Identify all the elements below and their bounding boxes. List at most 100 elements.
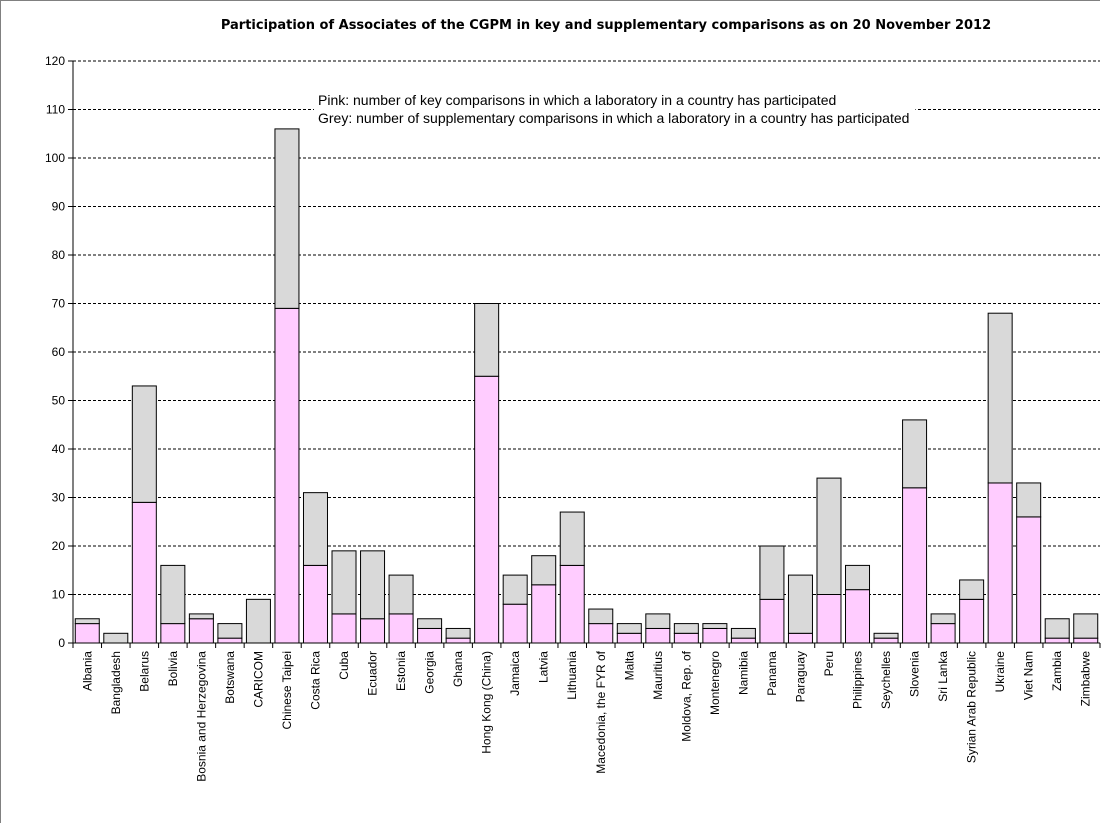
bar-key-10 [360, 618, 386, 644]
bar-key-5 [217, 637, 243, 644]
bar-key-3 [160, 623, 186, 644]
bar-supplementary-13 [445, 627, 471, 639]
bar-key-8 [302, 564, 328, 644]
bar-supplementary-10 [360, 550, 386, 620]
y-tick-label: 20 [52, 539, 66, 553]
bar-supplementary-24 [759, 545, 785, 600]
bar-supplementary-9 [331, 550, 357, 615]
y-tick-label: 70 [52, 297, 66, 311]
category-label: Syrian Arab Republic [965, 651, 979, 763]
bar-supplementary-12 [417, 618, 443, 629]
bar-supplementary-27 [845, 564, 871, 591]
category-label: Bangladesh [109, 651, 123, 714]
y-tick-label: 80 [52, 248, 66, 262]
category-label: Sri Lanka [936, 651, 950, 702]
bar-key-2 [131, 501, 157, 644]
bar-supplementary-22 [702, 623, 728, 629]
legend-entry-key: Pink: number of key comparisons in which… [318, 92, 836, 108]
bar-supplementary-33 [1016, 482, 1042, 518]
bar-key-31 [959, 598, 985, 644]
bar-key-28 [873, 637, 899, 644]
bar-supplementary-17 [559, 511, 585, 566]
bar-supplementary-11 [388, 574, 414, 615]
bar-key-34 [1044, 637, 1070, 644]
bar-supplementary-8 [302, 492, 328, 566]
bar-supplementary-19 [616, 623, 642, 634]
bar-supplementary-21 [673, 623, 699, 634]
category-label: Jamaica [508, 651, 522, 696]
bar-key-23 [730, 637, 756, 644]
bar-supplementary-20 [645, 613, 671, 629]
bar-supplementary-14 [474, 303, 500, 377]
bar-key-20 [645, 627, 671, 644]
category-label: Ecuador [366, 651, 380, 696]
bar-key-16 [531, 584, 557, 644]
category-label: Malta [622, 651, 636, 681]
bar-supplementary-28 [873, 632, 899, 639]
category-label: Moldova, Rep. of [679, 650, 693, 741]
bar-key-11 [388, 613, 414, 644]
legend-background [314, 91, 916, 129]
bar-key-0 [74, 623, 100, 644]
bar-supplementary-23 [730, 627, 756, 639]
category-label: Belarus [137, 651, 151, 692]
category-label: Ghana [451, 651, 465, 687]
bar-key-15 [502, 603, 528, 644]
bar-supplementary-2 [131, 385, 157, 503]
category-labels: Albania Bangladesh Belarus Bolivia Bosnia an… [80, 650, 1092, 781]
category-label: Bosnia and Herzegovina [194, 651, 208, 782]
category-label: Peru [822, 651, 836, 676]
bar-supplementary-32 [987, 312, 1013, 484]
bar-key-9 [331, 613, 357, 644]
bar-supplementary-16 [531, 555, 557, 586]
category-label: Albania [80, 651, 94, 691]
category-label: Ukraine [993, 651, 1007, 693]
bar-key-30 [930, 623, 956, 644]
chart-title: Participation of Associates of the CGPM … [220, 18, 992, 33]
bar-key-13 [445, 637, 471, 644]
category-label: Paraguay [793, 651, 807, 702]
bar-supplementary-3 [160, 564, 186, 625]
y-tick-label: 10 [52, 588, 66, 602]
bar-key-19 [616, 632, 642, 644]
axes: 0 10 20 30 40 50 60 70 80 90 100 110 120 [45, 54, 1101, 650]
bar-key-17 [559, 564, 585, 644]
y-tick-label: 0 [58, 636, 65, 650]
bar-key-18 [588, 623, 614, 644]
y-tick-label: 30 [52, 491, 66, 505]
category-label: Zambia [1050, 651, 1064, 691]
category-label: Bolivia [166, 651, 180, 687]
bar-key-14 [474, 375, 500, 644]
bar-supplementary-6 [245, 598, 271, 644]
bar-key-25 [787, 632, 813, 644]
y-tick-label: 40 [52, 442, 66, 456]
category-label: CARICOM [251, 651, 265, 708]
bar-key-24 [759, 598, 785, 644]
bar-supplementary-4 [188, 613, 214, 620]
bar-supplementary-26 [816, 477, 842, 596]
y-tick-label: 100 [45, 151, 65, 165]
category-label: Mauritius [651, 651, 665, 700]
y-tick-label: 50 [52, 394, 66, 408]
bar-key-12 [417, 627, 443, 644]
category-label: Slovenia [908, 651, 922, 697]
legend-entry-supplementary: Grey: number of supplementary comparison… [318, 110, 909, 126]
category-label: Zimbabwe [1079, 651, 1093, 707]
category-label: Latvia [537, 651, 551, 683]
bar-key-32 [987, 482, 1013, 644]
bar-key-33 [1016, 516, 1042, 644]
bar-supplementary-7 [274, 128, 300, 309]
y-tick-label: 90 [52, 200, 66, 214]
bar-supplementary-29 [902, 419, 928, 489]
category-label: Cuba [337, 651, 351, 680]
category-label: Chinese Taipei [280, 651, 294, 730]
bar-supplementary-34 [1044, 618, 1070, 639]
legend: Pink: number of key comparisons in which… [314, 91, 916, 129]
category-label: Botswana [223, 651, 237, 704]
category-label: Hong Kong (China) [480, 651, 494, 754]
bars [74, 128, 1099, 644]
bar-supplementary-5 [217, 623, 243, 639]
category-label: Viet Nam [1022, 651, 1036, 700]
